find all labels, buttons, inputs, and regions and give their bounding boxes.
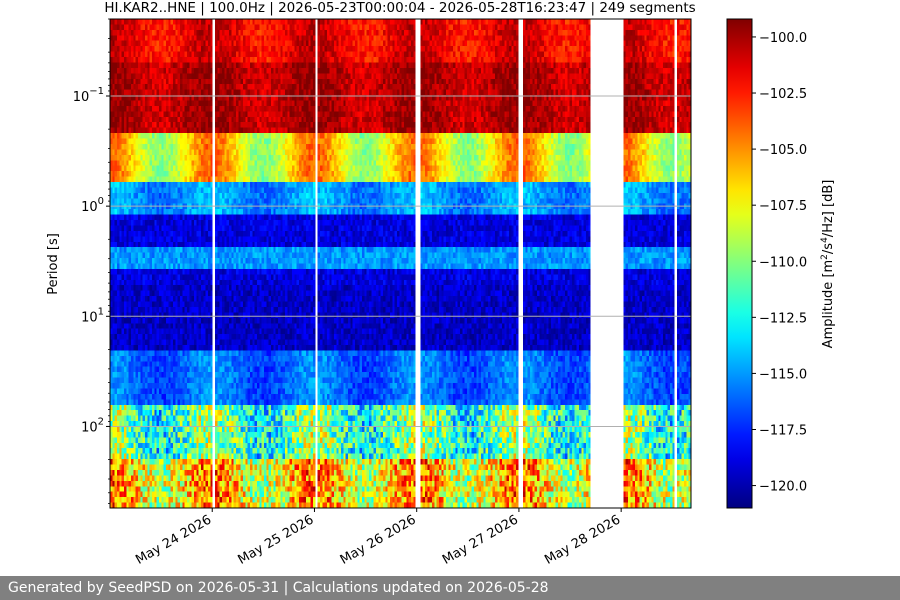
colorbar-tick-label: −120.0 [759,480,807,495]
psd-chart: HI.KAR2..HNE | 100.0Hz | 2026-05-23T00:0… [46,0,836,568]
x-tick-label: May 28 2026 [542,512,623,567]
spectrogram-heatmap [110,19,691,508]
y-axis-label: Period [s] [46,233,61,295]
colorbar-tick-label: −110.0 [759,255,807,270]
colorbar-tick-label: −107.5 [759,199,807,214]
y-tick-exponent: 1 [98,306,104,317]
x-axis: May 24 2026 May 25 2026 May 26 2026 May 27 … [133,508,623,568]
colorbar-tick-label: −112.5 [759,311,807,326]
x-tick-label: May 27 2026 [440,512,521,567]
y-tick-exponent: −1 [89,86,104,97]
colorbar-label: Amplitude [m2/s4/Hz] [dB] [820,180,836,349]
grid-lines [110,95,691,427]
footer-bar: Generated by SeedPSD on 2026-05-31 | Cal… [0,576,900,600]
footer-text: Generated by SeedPSD on 2026-05-31 | Cal… [8,580,549,596]
colorbar-gradient [726,18,753,509]
x-tick-label: May 25 2026 [236,512,317,567]
plot-frame [109,18,692,509]
y-tick-label: 10−1 [73,86,104,105]
y-tick-label: 101 [81,306,104,325]
colorbar-tick-label: −105.0 [759,143,807,158]
x-tick-label: May 26 2026 [338,512,419,567]
y-tick-label: 100 [81,196,104,215]
colorbar-tick-label: −102.5 [759,87,807,102]
colorbar-tick-label: −100.0 [759,31,807,46]
colorbar-tick-label: −117.5 [759,423,807,438]
colorbar: −100.0 −102.5 −105.0 −107.5 −110.0 −112.5 −115… [726,18,807,509]
colorbar-tick-label: −115.0 [759,367,807,382]
y-tick-label: 102 [81,416,104,435]
y-tick-exponent: 2 [98,416,104,427]
y-tick-exponent: 0 [98,196,104,207]
heatmap-raster [110,19,691,508]
chart-title: HI.KAR2..HNE | 100.0Hz | 2026-05-23T00:0… [104,0,695,16]
x-tick-label: May 24 2026 [133,512,214,567]
